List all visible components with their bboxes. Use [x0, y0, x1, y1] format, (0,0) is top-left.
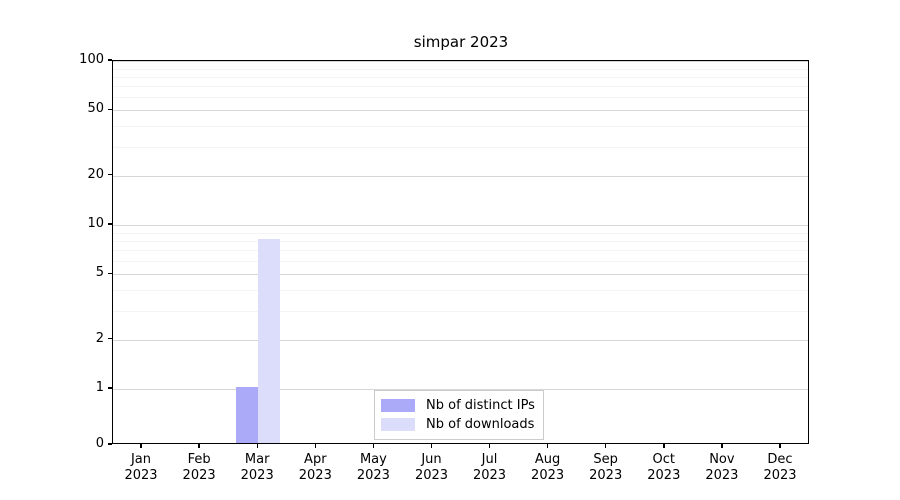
plot-area: [112, 60, 809, 444]
gridline: [113, 146, 808, 148]
x-tick-year: 2023: [472, 468, 507, 483]
x-tick-mark: [430, 444, 433, 448]
y-tick-label: 50: [87, 101, 104, 117]
x-tick-month: Oct: [652, 452, 676, 467]
x-tick-month: Aug: [534, 452, 561, 467]
legend-swatch: [381, 418, 415, 431]
gridline: [113, 261, 808, 263]
gridline: [113, 274, 808, 276]
legend-item[interactable]: Nb of distinct IPs: [381, 396, 535, 415]
gridline: [113, 225, 808, 226]
x-tick-mark: [198, 444, 200, 448]
y-tick-mark: [108, 59, 112, 61]
gridline: [113, 339, 808, 341]
gridline: [113, 76, 808, 78]
x-tick-month: Apr: [304, 452, 327, 467]
x-tick-month: Nov: [709, 452, 735, 467]
gridline: [113, 240, 808, 242]
x-tick-mark: [488, 444, 491, 448]
bar: [258, 238, 281, 443]
legend-label: Nb of distinct IPs: [426, 398, 535, 413]
x-tick-label: Jun 2023: [392, 452, 472, 484]
y-tick-label: 0: [95, 436, 104, 451]
gridline: [113, 97, 808, 99]
x-tick-month: Jun: [421, 452, 442, 467]
x-tick-year: 2023: [589, 468, 623, 483]
x-tick-month: Sep: [593, 452, 618, 467]
x-tick-month: Mar: [244, 452, 270, 467]
chart-title: simpar 2023: [413, 33, 509, 51]
gridline: [113, 110, 808, 112]
y-tick-label: 5: [95, 265, 104, 281]
gridline: [113, 290, 808, 292]
x-tick-mark: [605, 444, 607, 448]
y-tick-mark: [108, 223, 112, 225]
y-tick-mark: [108, 108, 112, 111]
x-tick-label: Nov 2023: [682, 452, 762, 484]
gridline: [113, 68, 808, 70]
gridline: [113, 126, 808, 128]
x-tick-mark: [140, 444, 142, 448]
x-tick-month: Jan: [130, 452, 152, 467]
x-tick-mark: [663, 444, 665, 448]
x-tick-month: May: [359, 452, 387, 467]
legend-swatch: [381, 399, 415, 412]
x-tick-year: 2023: [240, 468, 274, 483]
x-tick-label: Jul 2023: [450, 452, 530, 484]
x-tick-label: Sep 2023: [566, 452, 646, 484]
x-tick-label: May 2023: [333, 452, 413, 484]
x-tick-month: Jul: [481, 452, 498, 467]
x-tick-label: Oct 2023: [624, 452, 704, 484]
x-tick-label: Aug 2023: [508, 452, 588, 484]
x-tick-year: 2023: [647, 468, 681, 483]
y-tick-mark: [108, 272, 112, 275]
legend-item[interactable]: Nb of downloads: [381, 415, 535, 434]
x-tick-mark: [372, 444, 375, 448]
x-tick-year: 2023: [298, 468, 332, 483]
legend-label: Nb of downloads: [426, 417, 535, 432]
gridline: [113, 232, 808, 234]
bar: [236, 387, 259, 443]
x-tick-year: 2023: [531, 468, 565, 483]
x-tick-label: Mar 2023: [217, 452, 297, 484]
x-tick-mark: [546, 444, 549, 448]
x-tick-label: Apr 2023: [275, 452, 355, 484]
x-tick-mark: [314, 444, 316, 448]
x-tick-year: 2023: [356, 468, 390, 483]
y-tick-mark: [108, 337, 112, 340]
y-tick-label: 1: [95, 380, 104, 395]
x-tick-mark: [779, 444, 781, 448]
gridline: [113, 175, 808, 177]
y-tick-mark: [108, 387, 112, 389]
gridline: [113, 389, 808, 390]
y-tick-label: 2: [95, 330, 104, 346]
x-tick-month: Feb: [187, 452, 211, 467]
y-tick-label: 100: [79, 52, 104, 67]
x-tick-label: Dec 2023: [740, 452, 820, 484]
y-tick-label: 20: [87, 166, 104, 182]
x-tick-mark: [721, 444, 723, 448]
gridline: [113, 310, 808, 312]
x-tick-label: Feb 2023: [159, 452, 239, 484]
y-tick-mark: [108, 173, 112, 176]
gridline: [113, 86, 808, 88]
chart-legend: Nb of distinct IPs Nb of downloads: [374, 390, 544, 440]
x-tick-year: 2023: [182, 468, 216, 483]
x-tick-year: 2023: [124, 468, 158, 483]
x-tick-mark: [256, 444, 258, 448]
y-tick-label: 10: [87, 216, 104, 231]
x-tick-month: Dec: [767, 452, 793, 467]
gridline: [113, 61, 808, 62]
y-tick-mark: [108, 443, 112, 445]
x-tick-year: 2023: [414, 468, 449, 483]
x-tick-year: 2023: [705, 468, 739, 483]
x-tick-year: 2023: [763, 468, 797, 483]
x-tick-label: Jan 2023: [101, 452, 181, 484]
gridline: [113, 250, 808, 252]
